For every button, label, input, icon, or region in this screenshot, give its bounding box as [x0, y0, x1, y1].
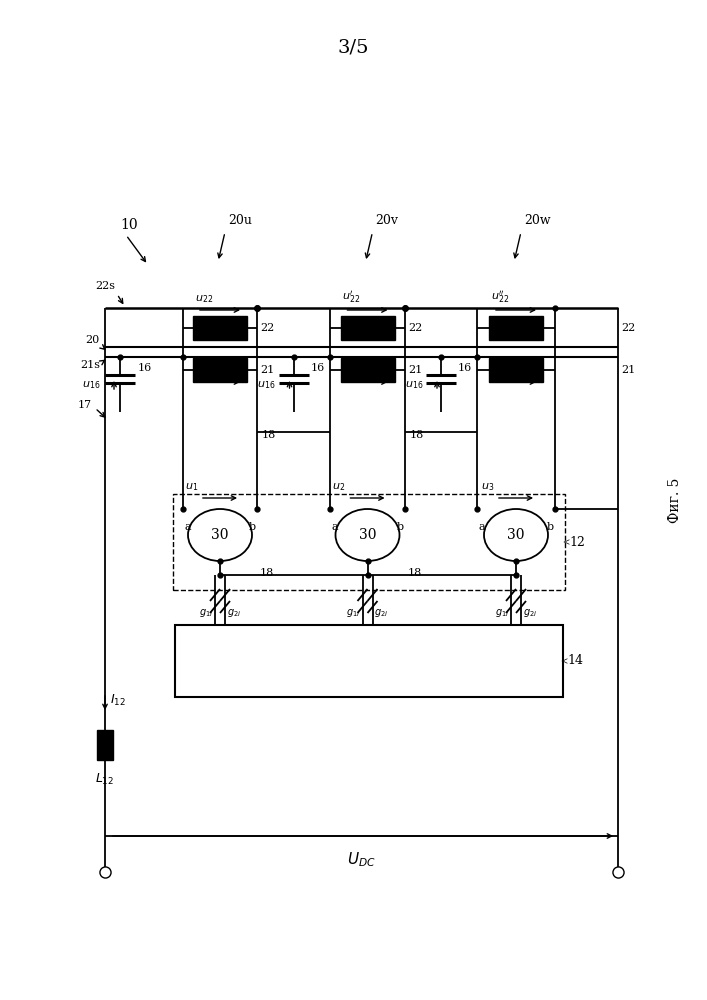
Text: $g_{2i}$: $g_{2i}$	[227, 607, 241, 619]
Text: $u_{16}$: $u_{16}$	[404, 379, 423, 391]
Text: $I_{12}$: $I_{12}$	[110, 692, 126, 708]
Text: b: b	[547, 522, 554, 532]
Text: $g_{2i}$: $g_{2i}$	[523, 607, 537, 619]
Bar	[489, 358, 543, 382]
Text: $u_{16}$: $u_{16}$	[81, 379, 100, 391]
Text: 30: 30	[358, 528, 376, 542]
Text: 30: 30	[507, 528, 525, 542]
Text: $u_{22}'$: $u_{22}'$	[342, 289, 361, 305]
Bar	[489, 316, 543, 340]
Text: $u_2$: $u_2$	[332, 481, 346, 493]
Bar	[193, 358, 247, 382]
Ellipse shape	[188, 509, 252, 561]
Text: 22: 22	[621, 323, 636, 333]
Text: 22s: 22s	[95, 281, 115, 291]
Text: 20u: 20u	[228, 214, 252, 227]
Text: 21s: 21s	[80, 360, 100, 370]
Text: 18: 18	[262, 430, 276, 440]
Text: $g_{2i}$: $g_{2i}$	[375, 607, 389, 619]
Text: 16: 16	[138, 363, 152, 373]
Text: $g_{1i}$: $g_{1i}$	[495, 607, 509, 619]
Bar	[341, 358, 395, 382]
Text: 21: 21	[260, 365, 274, 375]
Text: 3/5: 3/5	[337, 39, 369, 57]
Text: $u_{22}$: $u_{22}$	[195, 293, 213, 305]
Text: $u_{16}$: $u_{16}$	[257, 379, 276, 391]
Bar	[193, 316, 247, 340]
Text: 20w: 20w	[524, 214, 551, 227]
Text: 16: 16	[458, 363, 472, 373]
Bar	[175, 625, 563, 697]
Text: Фиг. 5: Фиг. 5	[668, 477, 682, 523]
Bar	[341, 316, 395, 340]
Text: $L_{12}$: $L_{12}$	[95, 772, 115, 787]
Text: b: b	[397, 522, 404, 532]
Text: 22: 22	[260, 323, 274, 333]
Bar	[97, 730, 113, 760]
Text: 16: 16	[310, 363, 325, 373]
Text: $u_{22}''$: $u_{22}''$	[491, 289, 509, 305]
Text: 17: 17	[78, 400, 92, 410]
Ellipse shape	[484, 509, 548, 561]
Ellipse shape	[336, 509, 399, 561]
Text: b: b	[248, 522, 255, 532]
Text: 10: 10	[120, 218, 138, 232]
Text: $g_{1i}$: $g_{1i}$	[346, 607, 361, 619]
Text: 20v: 20v	[375, 214, 399, 227]
Text: $u_{21}''$: $u_{21}''$	[491, 361, 509, 377]
Text: a: a	[332, 522, 339, 532]
Text: 18: 18	[260, 568, 274, 578]
Text: $u_3$: $u_3$	[481, 481, 494, 493]
Text: a: a	[479, 522, 485, 532]
Text: $g_{1i}$: $g_{1i}$	[199, 607, 213, 619]
Bar	[173, 494, 565, 590]
Text: $U_{DC}$: $U_{DC}$	[347, 850, 376, 869]
Text: 18: 18	[408, 568, 422, 578]
Text: $u_1$: $u_1$	[185, 481, 198, 493]
Text: $u_{21}'$: $u_{21}'$	[342, 361, 361, 377]
Text: 30: 30	[211, 528, 229, 542]
Text: 18: 18	[410, 430, 424, 440]
Text: 12: 12	[569, 536, 585, 548]
Text: a: a	[185, 522, 192, 532]
Text: 14: 14	[567, 654, 583, 668]
Text: 20: 20	[86, 335, 100, 345]
Text: 21: 21	[621, 365, 636, 375]
Text: $u_{21}$: $u_{21}$	[195, 365, 214, 377]
Text: 21: 21	[408, 365, 422, 375]
Text: 22: 22	[408, 323, 422, 333]
